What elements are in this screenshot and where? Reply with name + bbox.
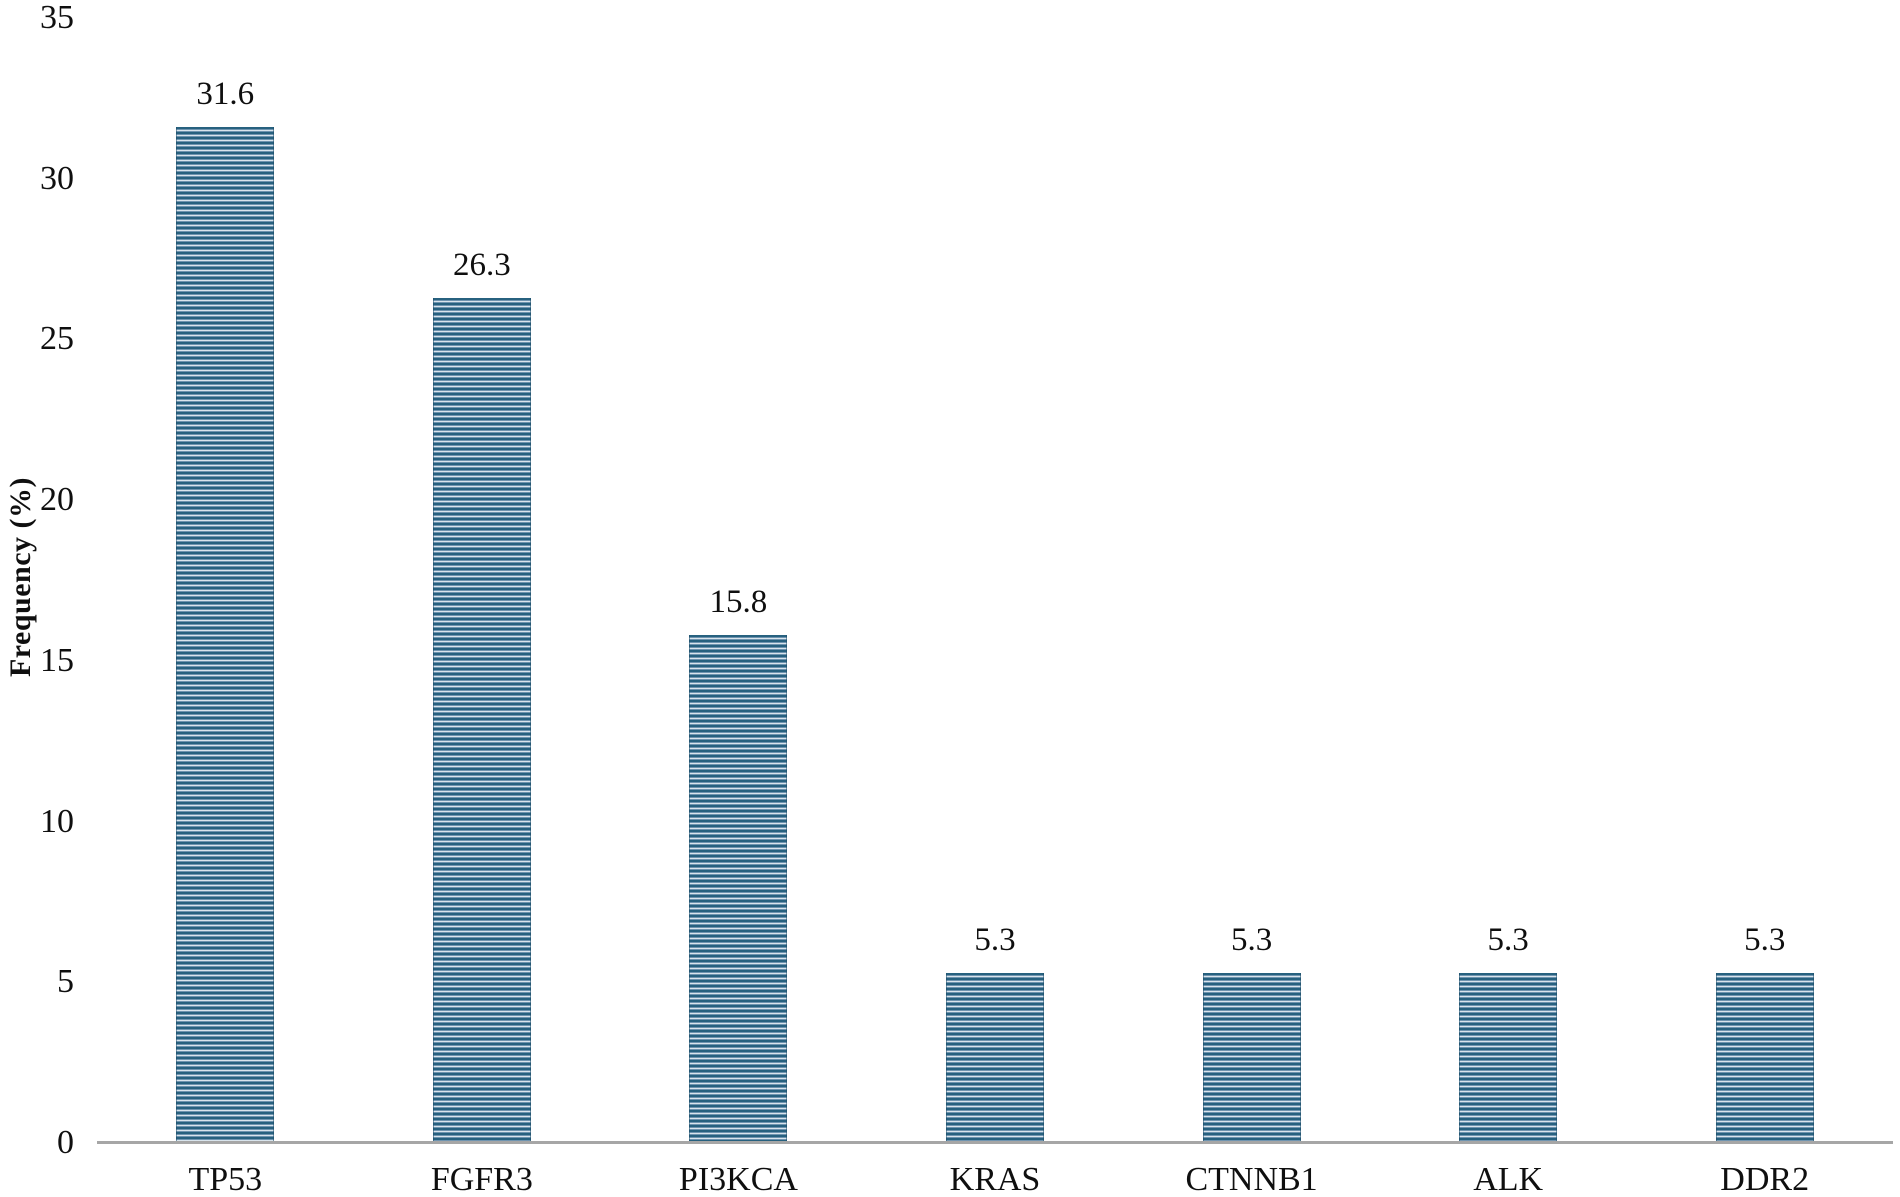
bar-value-label: 31.6: [196, 76, 255, 113]
x-axis-label: FGFR3: [430, 1161, 533, 1197]
x-axis-label: PI3KCA: [678, 1161, 798, 1197]
bar-alk: [1459, 972, 1558, 1143]
bar-value-label: 5.3: [1744, 921, 1786, 958]
x-axis-label: KRAS: [949, 1161, 1041, 1197]
bar-tp53: [176, 127, 275, 1143]
x-axis-label: ALK: [1473, 1161, 1544, 1197]
y-tick-label: 0: [57, 1124, 74, 1161]
bar-value-label: 5.3: [974, 921, 1016, 958]
x-axis-line: [97, 1141, 1893, 1144]
bar-value-label: 15.8: [709, 584, 768, 621]
bar-value-label: 5.3: [1487, 921, 1529, 958]
bar-ddr2: [1715, 972, 1814, 1143]
x-axis-label: TP53: [188, 1161, 263, 1197]
bar-fgfr3: [432, 297, 531, 1143]
bar-value-label: 26.3: [452, 246, 511, 283]
x-axis-label: CTNNB1: [1185, 1161, 1318, 1197]
x-axis-label: DDR2: [1720, 1161, 1810, 1197]
y-tick-label: 5: [57, 963, 74, 1001]
bar-value-label: 5.3: [1230, 921, 1273, 958]
bar-ctnnb1: [1202, 972, 1301, 1143]
bar-kras: [946, 972, 1044, 1143]
y-tick-label: 30: [40, 159, 74, 197]
y-tick-label: 20: [40, 481, 74, 519]
y-tick-label: 10: [40, 802, 74, 840]
y-tick-label: 15: [40, 641, 74, 679]
y-tick-label: 25: [40, 320, 74, 358]
y-tick-label: 35: [40, 0, 74, 36]
bar-pi3kca: [689, 635, 788, 1143]
